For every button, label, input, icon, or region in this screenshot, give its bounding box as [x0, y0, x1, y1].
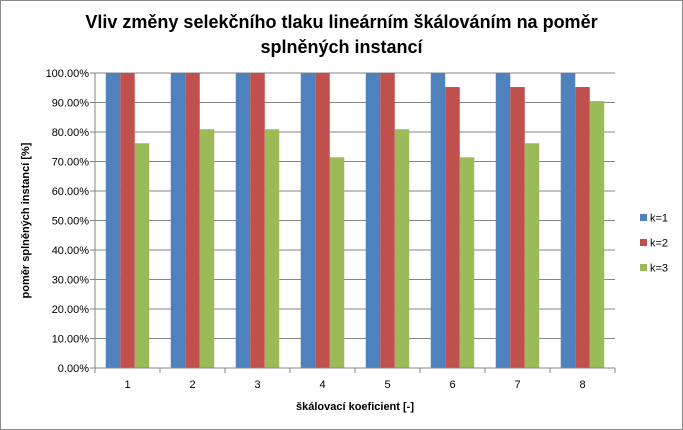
y-axis-title: poměr splněných instancí [%]: [20, 142, 32, 298]
x-tick-labels: 1 2 3 4 5 6 7 8: [124, 379, 585, 391]
bar-k3-3: [264, 129, 280, 368]
bar-k3-2: [199, 129, 215, 368]
chart-title: Vliv změny selekčního tlaku lineárním šk…: [0, 10, 683, 60]
bar-k1-7: [495, 73, 511, 368]
bar-k3-8: [589, 101, 605, 369]
bar-k3-7: [524, 143, 540, 368]
bar-k1-6: [430, 73, 446, 368]
x-tick-label: 4: [319, 379, 325, 391]
y-tick-label: 20.00%: [52, 304, 90, 316]
bar-k1-2: [170, 73, 186, 368]
x-tick-label: 3: [254, 379, 260, 391]
bar-k3-1: [134, 143, 150, 368]
y-tick-label: 80.00%: [52, 127, 90, 139]
bar-k1-8: [560, 73, 576, 368]
x-tick-label: 5: [384, 379, 390, 391]
legend-swatch-k3: [640, 264, 647, 271]
y-tick-label: 90.00%: [52, 98, 90, 110]
x-tick-label: 8: [579, 379, 585, 391]
legend-swatch-k2: [640, 239, 647, 246]
bar-k3-5: [394, 129, 410, 368]
y-tick-label: 70.00%: [52, 157, 90, 169]
bars: [105, 73, 605, 369]
y-tick-label: 50.00%: [52, 216, 90, 228]
y-tick-label: 60.00%: [52, 186, 90, 198]
y-tick-label: 30.00%: [52, 275, 90, 287]
x-tick-label: 7: [514, 379, 520, 391]
x-tick-label: 1: [124, 379, 130, 391]
bar-k2-1: [120, 73, 135, 368]
y-tick-label: 0.00%: [58, 363, 89, 375]
chart-title-line-2: splněných instancí: [260, 37, 423, 57]
legend-swatch-k1: [640, 214, 647, 221]
bar-k1-5: [365, 73, 381, 368]
y-tick-labels: 0.00% 10.00% 20.00% 30.00% 40.00% 50.00% 60.00…: [46, 68, 90, 375]
y-tick-label: 40.00%: [52, 245, 90, 257]
bar-k2-5: [380, 73, 395, 368]
bar-k2-6: [445, 87, 460, 369]
x-tick-label: 6: [449, 379, 455, 391]
x-tick-label: 2: [189, 379, 195, 391]
bar-k3-6: [459, 157, 475, 368]
bar-k1-3: [235, 73, 251, 368]
y-tick-label: 10.00%: [52, 334, 90, 346]
legend-label-k1: k=1: [650, 213, 668, 225]
bar-k1-4: [300, 73, 316, 368]
bar-k2-7: [510, 87, 525, 369]
bar-k2-4: [315, 73, 330, 368]
legend-label-k2: k=2: [650, 238, 668, 250]
legend: k=1 k=2 k=3: [640, 213, 668, 275]
bar-k2-8: [575, 87, 590, 369]
chart-title-line-1: Vliv změny selekčního tlaku lineárním šk…: [85, 12, 598, 32]
axes: [90, 72, 616, 373]
bar-k2-2: [185, 73, 200, 368]
bar-k2-3: [250, 73, 265, 368]
x-axis-title: škálovací koeficient [-]: [296, 401, 414, 413]
legend-label-k3: k=3: [650, 263, 668, 275]
bar-k1-1: [105, 73, 121, 368]
bar-k3-4: [329, 157, 345, 368]
y-tick-label: 100.00%: [46, 68, 90, 80]
